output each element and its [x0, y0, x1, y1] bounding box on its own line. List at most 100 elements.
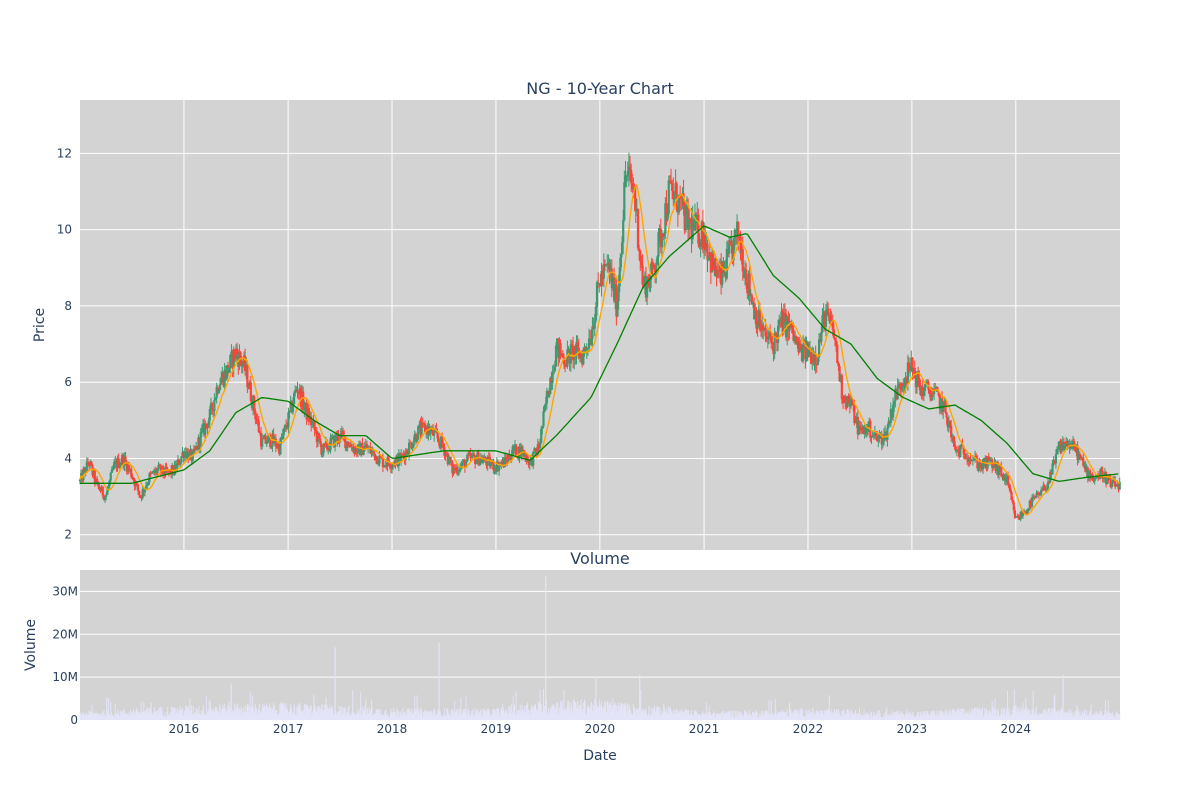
volume-bar — [919, 716, 921, 720]
price-candle — [405, 450, 408, 453]
price-candle — [149, 473, 152, 475]
volume-bar — [1014, 705, 1016, 720]
volume-bar — [200, 715, 202, 720]
volume-bar — [404, 715, 406, 720]
volume-bar — [638, 715, 640, 720]
volume-bar — [649, 715, 651, 720]
price-candle — [726, 249, 730, 254]
volume-bar — [720, 713, 722, 720]
volume-bar — [974, 707, 976, 720]
price-candle — [372, 450, 375, 454]
price-candle — [734, 229, 738, 236]
price-candle — [1076, 445, 1079, 460]
volume-bar — [787, 717, 789, 720]
volume-bar — [878, 710, 880, 720]
price-y-tick-label: 12 — [57, 146, 72, 160]
volume-bar — [379, 716, 381, 720]
price-candle — [328, 447, 331, 451]
volume-bar — [163, 716, 165, 720]
volume-bar — [338, 716, 340, 720]
volume-bar — [1106, 717, 1108, 720]
volume-bar — [549, 712, 551, 720]
price-candle — [1051, 463, 1054, 475]
volume-bar — [1010, 716, 1012, 720]
volume-bar — [583, 699, 585, 720]
volume-bar — [737, 716, 739, 720]
price-candle — [709, 252, 712, 273]
price-candle — [807, 350, 810, 358]
volume-bar — [536, 713, 538, 720]
volume-bar — [840, 715, 842, 720]
volume-bar — [149, 709, 151, 720]
price-candle — [345, 441, 348, 449]
volume-bar — [233, 702, 235, 720]
price-candle — [487, 456, 490, 458]
volume-bar — [397, 710, 399, 720]
volume-bar — [363, 710, 365, 720]
volume-bar — [680, 712, 682, 720]
volume-bar — [398, 716, 400, 720]
price-candle — [683, 206, 686, 231]
volume-bar — [376, 709, 378, 720]
volume-bar — [916, 714, 918, 720]
volume-bar — [931, 712, 933, 720]
volume-bar — [141, 714, 143, 720]
volume-bar — [215, 706, 217, 720]
price-candle — [938, 395, 941, 410]
volume-bar — [225, 708, 227, 720]
volume-bar — [761, 710, 763, 720]
price-candle — [1012, 502, 1015, 511]
volume-bar — [1030, 714, 1032, 720]
volume-bar — [845, 714, 847, 720]
price-candle — [526, 459, 529, 462]
price-candle — [418, 424, 421, 426]
volume-bar — [696, 717, 698, 720]
volume-bar — [396, 715, 398, 720]
volume-bar — [884, 716, 886, 720]
price-candle — [594, 306, 597, 321]
volume-bar — [861, 715, 863, 720]
volume-bar — [1116, 714, 1118, 720]
volume-bar — [349, 716, 351, 720]
volume-bar — [1116, 711, 1118, 720]
price-y-tick-label: 10 — [57, 223, 72, 237]
volume-bar — [494, 709, 496, 720]
volume-bar — [872, 717, 874, 720]
price-candle — [447, 456, 451, 465]
volume-bar — [1019, 706, 1021, 720]
price-candle — [795, 336, 798, 344]
volume-bar — [498, 708, 500, 720]
volume-bar — [478, 716, 480, 720]
volume-bar — [82, 713, 84, 720]
volume-bar — [870, 712, 872, 720]
volume-bar — [918, 716, 920, 720]
volume-bar — [1086, 710, 1088, 720]
price-candle — [891, 404, 895, 418]
volume-bar — [80, 716, 82, 720]
volume-bar — [819, 717, 821, 720]
price-candle — [1063, 443, 1067, 451]
volume-bar — [856, 713, 858, 720]
volume-bar — [1091, 715, 1093, 720]
volume-bar — [607, 705, 609, 720]
price-candle — [471, 453, 474, 456]
volume-bar — [178, 713, 180, 720]
volume-bar — [617, 711, 619, 720]
volume-bar — [488, 709, 490, 720]
price-candle — [265, 443, 268, 444]
price-candle — [887, 421, 890, 428]
volume-bar — [1003, 708, 1005, 720]
volume-bar — [1023, 709, 1025, 720]
volume-bar — [839, 714, 841, 720]
volume-bar — [802, 708, 804, 720]
volume-bar — [115, 713, 117, 720]
volume-bar — [102, 712, 104, 720]
price-y-axis-title: Price — [32, 308, 48, 342]
volume-bar — [353, 713, 355, 720]
price-candle — [839, 375, 842, 382]
volume-bar — [825, 710, 827, 720]
volume-bar — [1104, 710, 1106, 720]
volume-bar — [868, 713, 870, 720]
price-candle — [356, 445, 359, 454]
volume-bar — [470, 714, 472, 720]
